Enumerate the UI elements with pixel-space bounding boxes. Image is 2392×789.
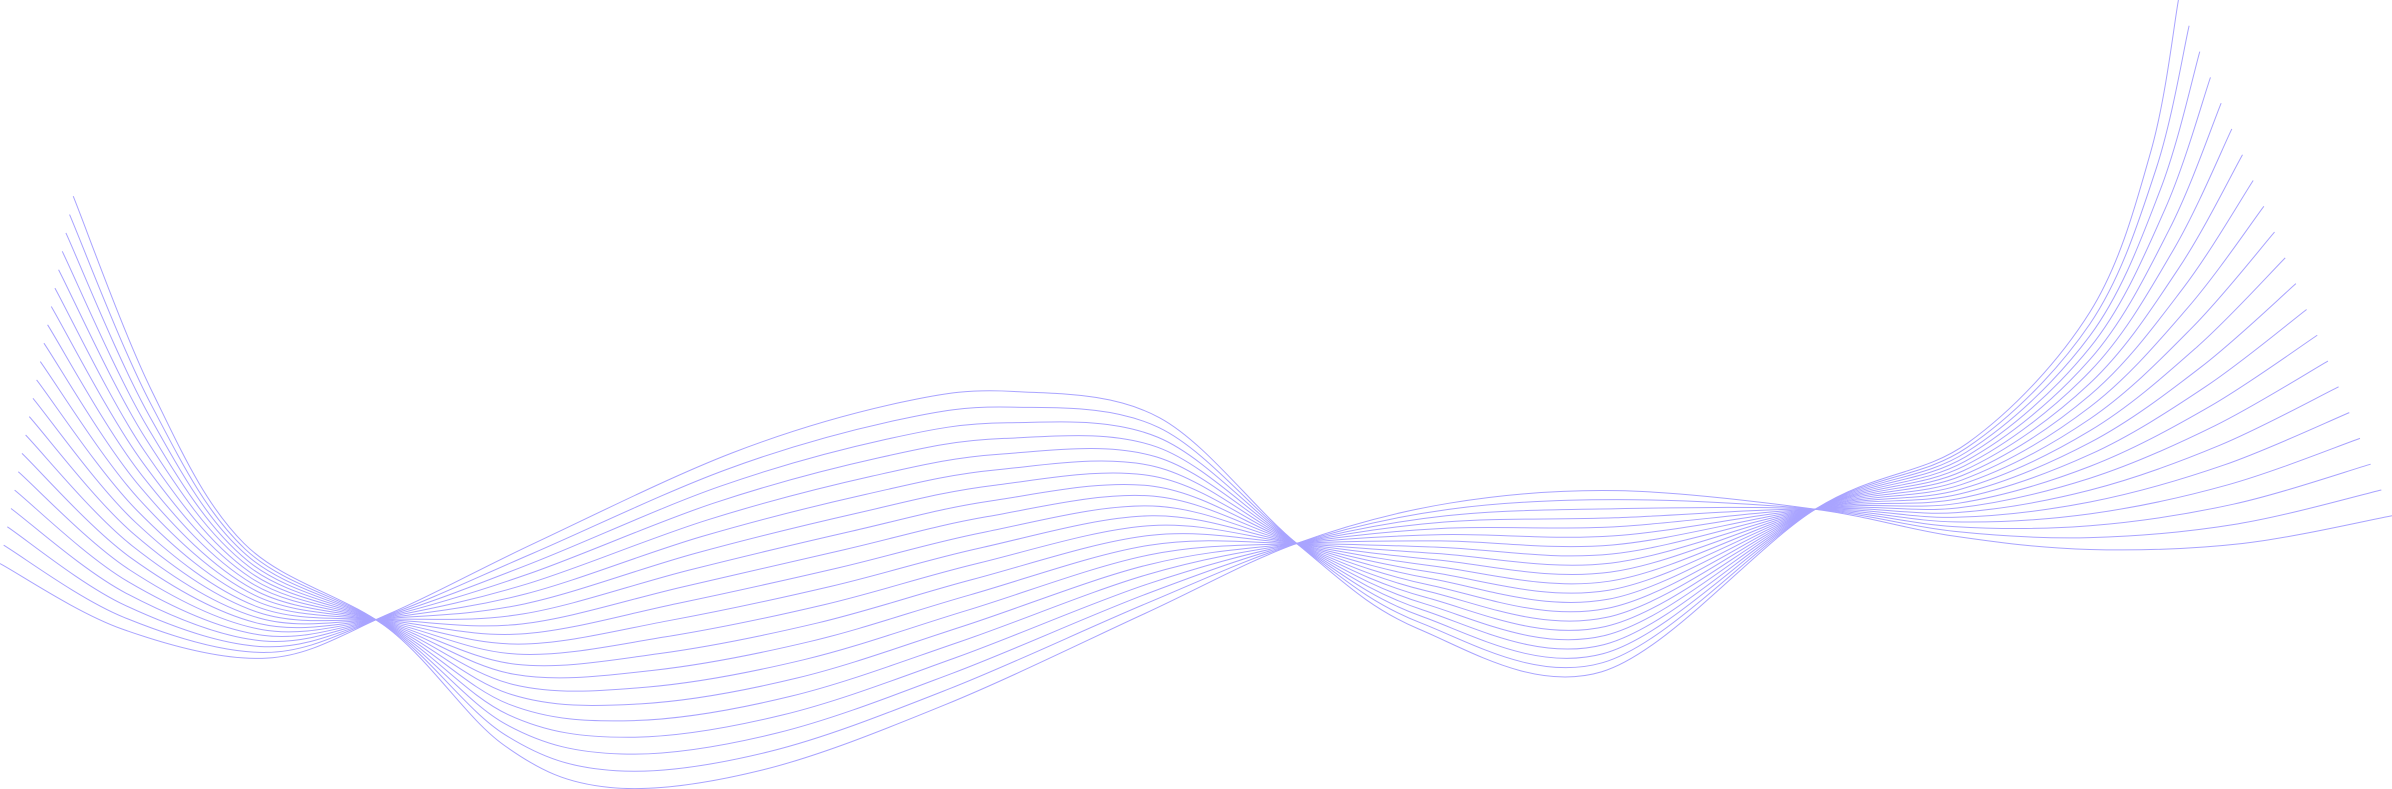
wave-line: [22, 155, 2243, 628]
wave-line: [37, 258, 2286, 644]
wave-line: [66, 233, 2371, 754]
wave-line: [40, 284, 2296, 655]
wave-line: [26, 181, 2254, 624]
wave-line: [0, 0, 2178, 677]
wave-line: [29, 206, 2264, 626]
wave-line: [70, 215, 2382, 772]
wave-line: [73, 196, 2392, 788]
wave-line: [15, 103, 2221, 640]
wave-line: [59, 270, 2350, 721]
wave-line: [11, 77, 2210, 649]
wave-line: [48, 325, 2318, 678]
wave-line: [44, 309, 2307, 665]
wave-line: [7, 52, 2199, 659]
wave-line: [55, 288, 2339, 705]
wave-line: [62, 251, 2360, 737]
wave-line: [4, 26, 2189, 668]
wave-line: [33, 232, 2275, 634]
wave-line: [18, 129, 2232, 632]
wave-line: [51, 306, 2328, 691]
